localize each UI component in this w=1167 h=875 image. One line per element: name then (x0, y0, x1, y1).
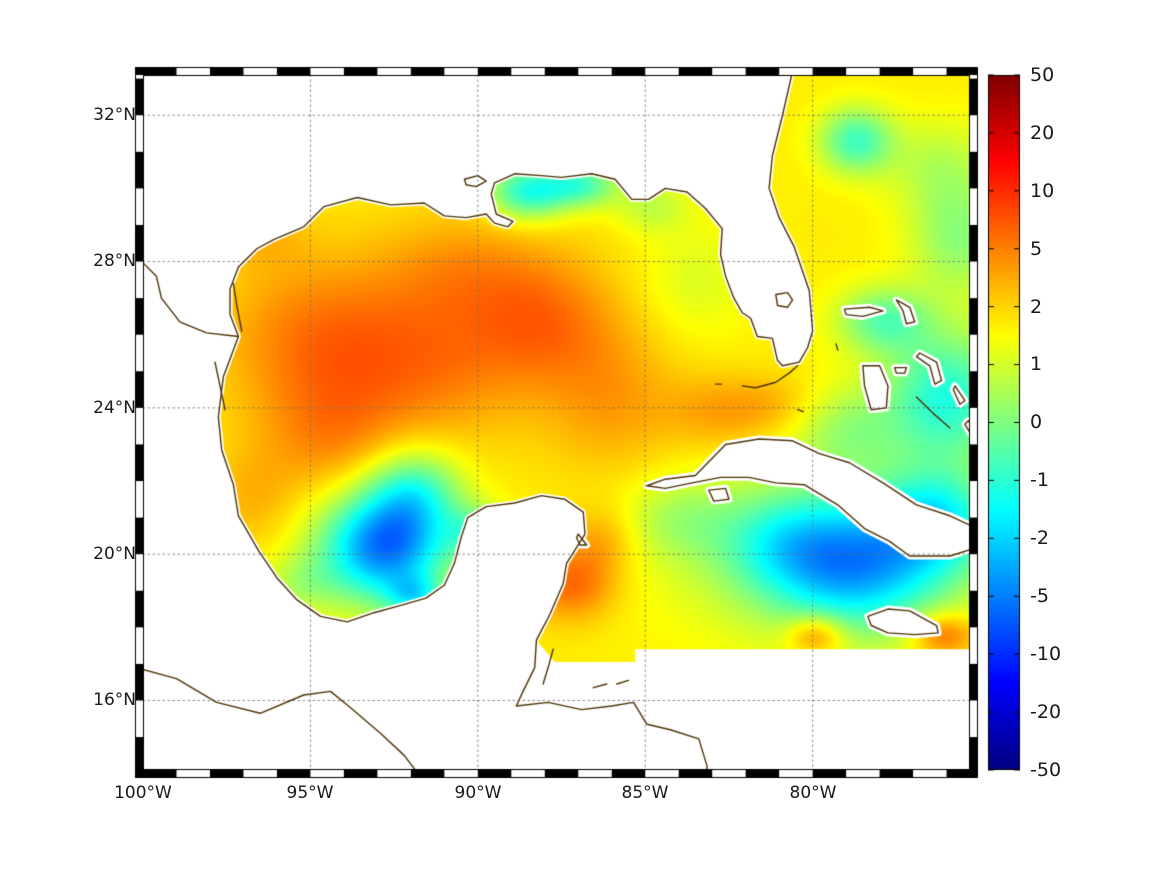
colorbar-tick-label: 20 (1030, 122, 1055, 144)
lon-tick-label: 95°W (286, 783, 334, 803)
colorbar-tick-label: -5 (1030, 585, 1049, 607)
lon-tick-label: 80°W (789, 783, 837, 803)
lat-tick-label: 24°N (93, 398, 136, 418)
colorbar-tick-label: -50 (1030, 759, 1062, 781)
lat-tick-label: 20°N (93, 544, 136, 564)
colorbar-tick-label: 1 (1030, 353, 1043, 375)
colorbar-tick-label: -20 (1030, 701, 1062, 723)
colorbar-tick-label: 50 (1030, 64, 1055, 86)
colorbar-tick-label: 5 (1030, 238, 1043, 260)
lon-tick-label: 85°W (621, 783, 669, 803)
colorbar-tick-label: -2 (1030, 527, 1049, 549)
lat-tick-label: 16°N (93, 690, 136, 710)
lat-tick-label: 32°N (93, 105, 136, 125)
colorbar-tick-label: 2 (1030, 296, 1043, 318)
lat-tick-label: 28°N (93, 251, 136, 271)
colorbar-tick-label: -10 (1030, 643, 1062, 665)
colorbar-tick-label: 10 (1030, 180, 1055, 202)
lon-tick-label: 90°W (454, 783, 502, 803)
lon-tick-label: 100°W (114, 783, 172, 803)
colorbar-tick-label: 0 (1030, 411, 1043, 433)
colorbar-tick-label: -1 (1030, 469, 1049, 491)
